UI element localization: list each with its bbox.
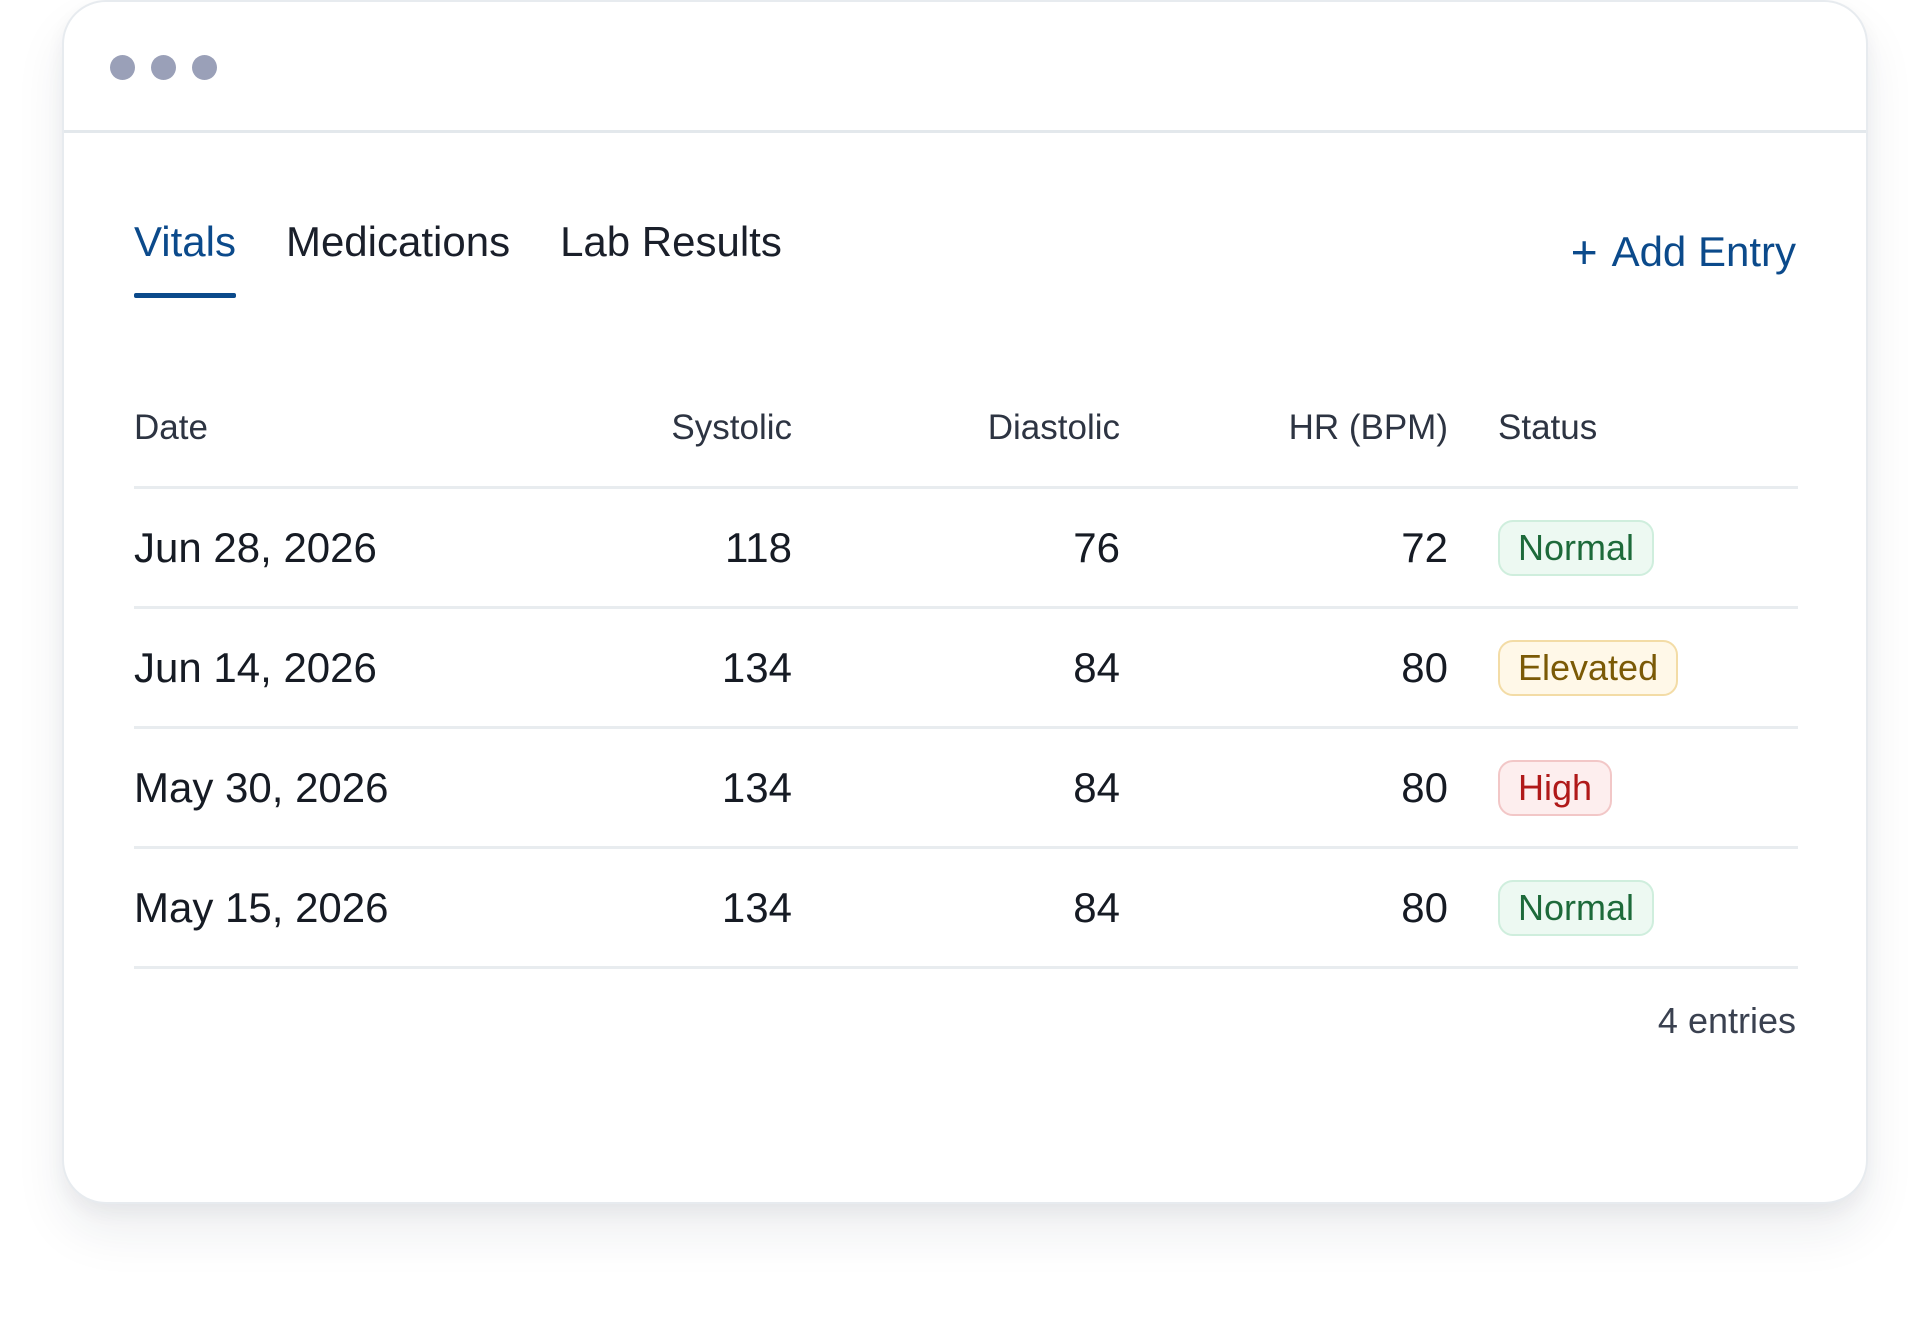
row-date: Jun 14, 2026 (134, 643, 377, 691)
tab-vitals[interactable]: Vitals (134, 212, 236, 298)
tab-bar: Vitals Medications Lab Results (134, 212, 782, 302)
status-badge: Elevated (1498, 639, 1679, 696)
row-status-cell: High (1498, 729, 1798, 846)
row-status-cell: Elevated (1498, 609, 1798, 726)
row-diastolic: 84 (1073, 643, 1120, 691)
row-status-cell: Normal (1498, 849, 1798, 966)
row-diastolic: 76 (1073, 523, 1120, 571)
table-header-row: Date Systolic Diastolic HR (BPM) Status (134, 392, 1798, 489)
vitals-table: Date Systolic Diastolic HR (BPM) Status … (134, 392, 1798, 969)
plus-icon: + (1570, 226, 1598, 278)
window-titlebar (64, 2, 1866, 133)
row-heart-rate: 72 (1401, 523, 1448, 571)
row-status-cell: Normal (1498, 489, 1798, 606)
status-badge: Normal (1498, 879, 1655, 936)
row-heart-rate: 80 (1401, 643, 1448, 691)
status-badge: High (1498, 759, 1613, 816)
row-diastolic: 84 (1073, 883, 1120, 931)
row-systolic: 118 (725, 523, 792, 571)
header-diastolic[interactable]: Diastolic (987, 408, 1120, 447)
table-row[interactable]: May 15, 2026 134 84 80 Normal (134, 849, 1798, 969)
row-heart-rate: 80 (1401, 763, 1448, 811)
tab-medications[interactable]: Medications (285, 218, 511, 265)
table-row[interactable]: Jun 14, 2026 134 84 80 Elevated (134, 609, 1798, 729)
window-control-dot[interactable] (192, 55, 217, 80)
row-systolic: 134 (721, 763, 792, 811)
add-entry-label: Add Entry (1611, 228, 1796, 275)
app-window: Vitals Medications Lab Results + Add Ent… (62, 0, 1868, 1204)
table-row[interactable]: May 30, 2026 134 84 80 High (134, 729, 1798, 849)
header-heart-rate[interactable]: HR (BPM) (1288, 408, 1448, 447)
header-systolic[interactable]: Systolic (671, 408, 792, 447)
table-row[interactable]: Jun 28, 2026 118 76 72 Normal (134, 489, 1798, 609)
header-date[interactable]: Date (134, 408, 208, 447)
tab-lab-results[interactable]: Lab Results (560, 218, 782, 265)
row-heart-rate: 80 (1401, 883, 1448, 931)
row-date: May 15, 2026 (134, 883, 389, 931)
header-status[interactable]: Status (1498, 408, 1598, 447)
window-control-dot[interactable] (110, 55, 135, 80)
add-entry-button[interactable]: + Add Entry (1571, 222, 1796, 282)
row-systolic: 134 (721, 883, 792, 931)
row-date: Jun 28, 2026 (134, 523, 377, 571)
row-systolic: 134 (721, 643, 792, 691)
status-badge: Normal (1498, 519, 1655, 576)
entries-count: 4 entries (1657, 1000, 1796, 1041)
window-control-dot[interactable] (151, 55, 176, 80)
row-date: May 30, 2026 (134, 763, 389, 811)
row-diastolic: 84 (1073, 763, 1120, 811)
